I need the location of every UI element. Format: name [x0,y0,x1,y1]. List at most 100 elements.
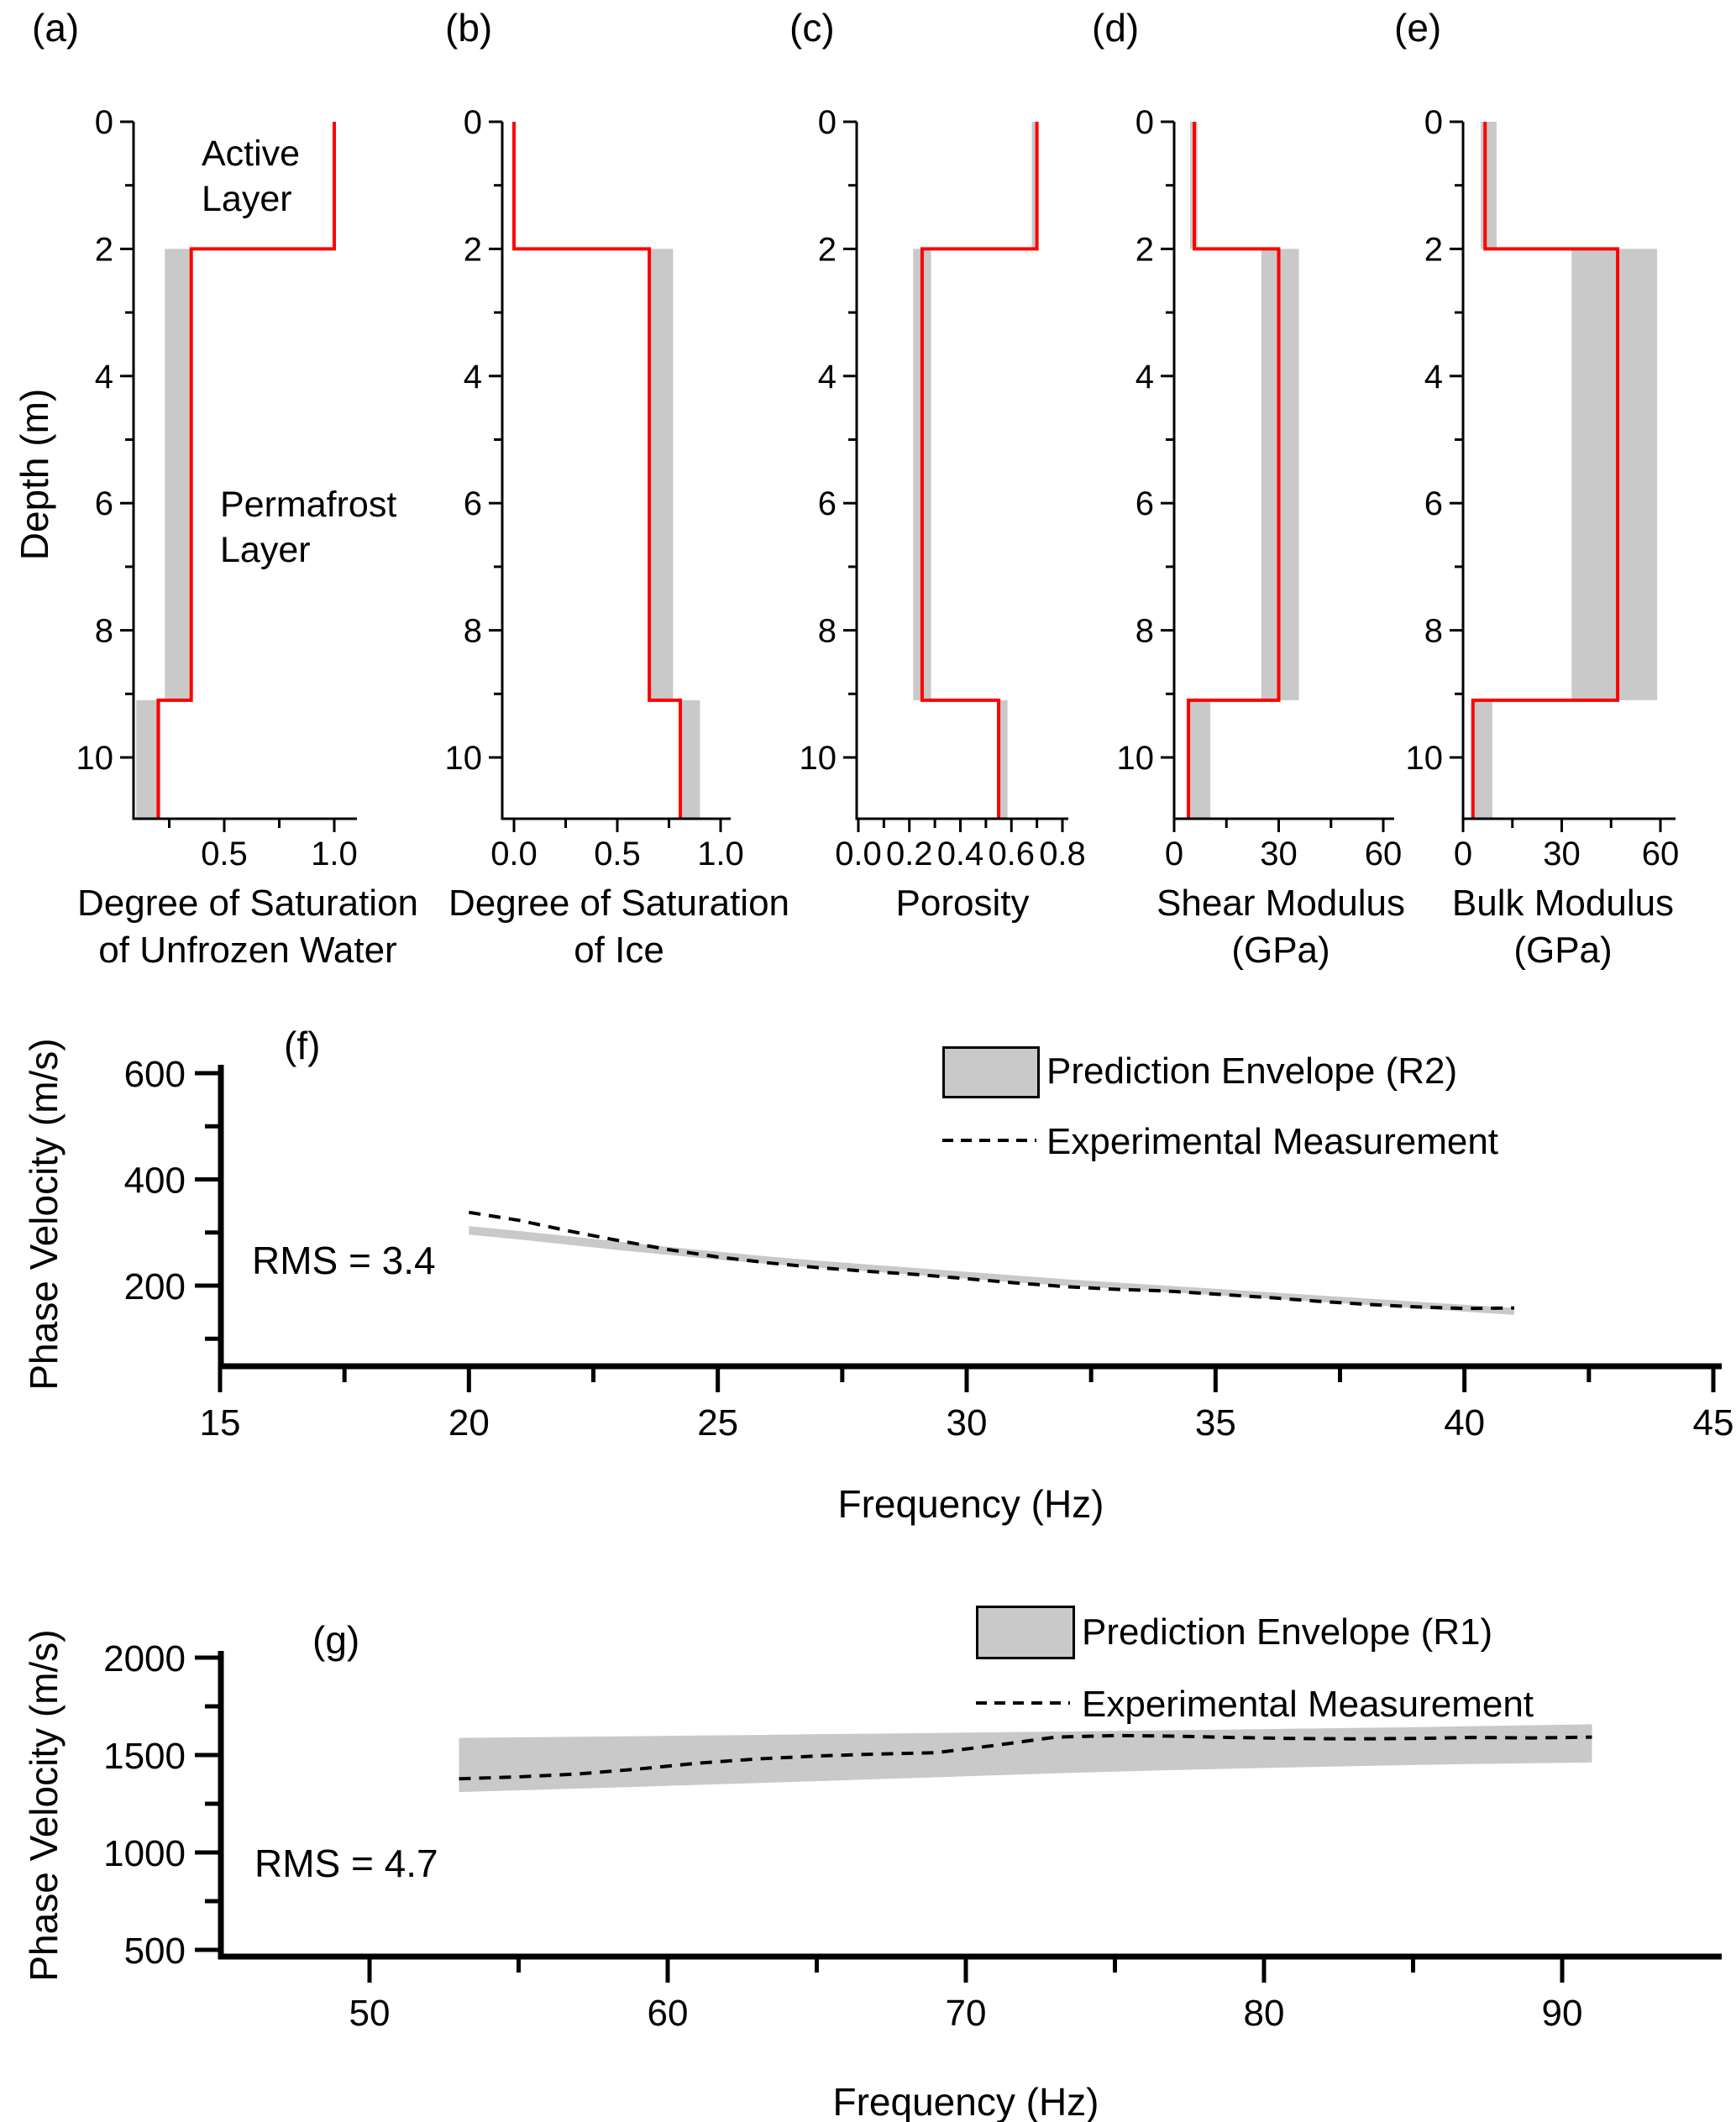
x-tick-label: 0 [1454,836,1472,872]
title-e-line2: (GPa) [1513,930,1613,971]
experimental-line-g [459,1733,1592,1781]
x-tick-label: 1.0 [697,836,744,872]
legend-envelope-label-f: Prediction Envelope (R2) [1046,1051,1458,1092]
x-tick-label: 0.5 [201,836,248,872]
prediction-line-e [1471,122,1620,819]
panel-letter-e: (e) [1394,6,1442,50]
envelope-active-e [1481,122,1497,249]
x-tick-label: 60 [648,1993,689,2034]
axes-g [218,1651,1722,1960]
y-tick-label: 10 [76,740,114,777]
legend-experimental-label-g: Experimental Measurement [1082,1684,1534,1725]
envelope-active-c [1031,122,1037,249]
envelope-permafrost-a [165,249,191,700]
x-tick-label: 80 [1244,1993,1285,2034]
y-tick-label: 500 [124,1931,186,1972]
y-tick-label: 4 [95,359,113,396]
envelope-below_permafrost-d [1188,699,1211,819]
title-b-line2: of Ice [574,930,664,971]
panel-a-plot: 0 2 4 6 8 10 0.5 1.0 [76,104,358,872]
y-tick-label: 10 [800,740,837,777]
title-a-line1: Degree of Saturation [76,883,419,924]
title-c: Porosity [895,883,1030,924]
y-tick-label: 0 [818,104,837,141]
title-d-line2: (GPa) [1231,930,1330,971]
y-tick-label: 1500 [103,1736,186,1777]
legend-envelope-swatch-g [976,1606,1075,1659]
panel-d-plot: 0 2 4 6 8 10 0 30 60 [1117,104,1403,872]
y-tick-label: 200 [124,1266,186,1307]
y-tick-label: 2 [95,231,113,268]
y-tick-label: 6 [818,485,837,522]
y-tick-label: 2000 [103,1638,186,1679]
x-tick-label: 0.0 [835,836,882,872]
x-tick-label: 45 [1693,1402,1734,1443]
y-tick-label: 2 [1135,231,1154,268]
axes-c [855,122,1068,820]
y-tick-label: 6 [95,485,113,522]
legend-envelope-swatch-f [942,1046,1040,1098]
y-tick-label: 10 [445,740,483,777]
prediction-line-a [156,122,336,819]
y-tick-label: 8 [95,613,113,650]
y-tick-label: 600 [124,1054,186,1095]
x-tick-label: 20 [448,1402,490,1443]
x-tick-label: 0.2 [886,836,933,872]
title-b-line1: Degree of Saturation [448,883,790,924]
x-tick-label: 1.0 [311,836,358,872]
legend-envelope-label-g: Prediction Envelope (R1) [1082,1611,1493,1653]
x-tick-label: 0.5 [594,836,641,872]
prediction-envelope-band-g [459,1724,1592,1793]
y-tick-label: 2 [818,231,837,268]
y-tick-label: 8 [1135,613,1154,650]
y-axis-label-g: Phase Velocity (m/s) [21,1629,66,1982]
y-tick-label: 2 [464,231,482,268]
legend-dashed-sample-f [942,1139,1036,1142]
panel-letter-d: (d) [1092,6,1140,50]
y-tick-label: 10 [1406,740,1444,777]
envelope-below_permafrost-e [1473,699,1492,819]
x-tick-label: 60 [1642,836,1680,872]
prediction-line-d [1187,122,1281,819]
y-tick-label: 0 [1135,104,1154,141]
active-layer-annotation-line1: Active [202,134,301,174]
envelope-below_permafrost-c [999,699,1008,819]
panel-letter-f: (f) [284,1024,321,1067]
y-tick-label: 0 [1424,104,1443,141]
panel-b-plot: 0 2 4 6 8 10 0.0 0.5 1.0 [445,104,744,872]
x-tick-label: 90 [1542,1993,1583,2034]
axes-a [132,122,357,820]
y-tick-label: 2 [1424,231,1443,268]
y-tick-label: 4 [818,359,837,396]
x-tick-label: 0.6 [988,836,1035,872]
y-tick-label: 4 [1424,359,1443,396]
axes-f [218,1065,1722,1370]
y-tick-label: 400 [124,1161,186,1202]
x-tick-label: 50 [349,1993,391,2034]
panel-letter-g: (g) [312,1618,360,1662]
active-layer-annotation-line2: Layer [202,179,292,219]
y-tick-label: 6 [1424,485,1443,522]
x-axis-label-f: Frequency (Hz) [837,1482,1104,1526]
panel-letter-b: (b) [445,6,493,50]
y-tick-label: 10 [1117,740,1155,777]
x-tick-label: 60 [1365,836,1403,872]
panel-e-plot: 0 2 4 6 8 10 0 30 60 [1406,104,1680,872]
legend-dashed-sample-g [976,1701,1070,1705]
panel-g-plot: 500 1000 1500 2000 50 60 70 80 90 [103,1638,1722,2034]
prediction-line-c [920,122,1039,819]
rms-annotation-f: RMS = 3.4 [252,1239,436,1282]
y-axis-label-f: Phase Velocity (m/s) [21,1038,66,1391]
panel-letter-a: (a) [32,6,80,50]
y-tick-label: 4 [1135,359,1154,396]
title-a-line2: of Unfrozen Water [98,930,397,971]
x-tick-label: 0 [1165,836,1183,872]
prediction-envelope-band-f [469,1226,1514,1315]
envelope-below_permafrost-a [136,699,161,819]
y-tick-label: 0 [95,104,113,141]
y-tick-label: 0 [464,104,482,141]
depth-axis-label: Depth (m) [12,388,56,561]
panel-c-plot: 0 2 4 6 8 10 0.0 0.2 0.4 0.6 0.8 [800,104,1086,872]
title-d-line1: Shear Modulus [1156,883,1405,924]
